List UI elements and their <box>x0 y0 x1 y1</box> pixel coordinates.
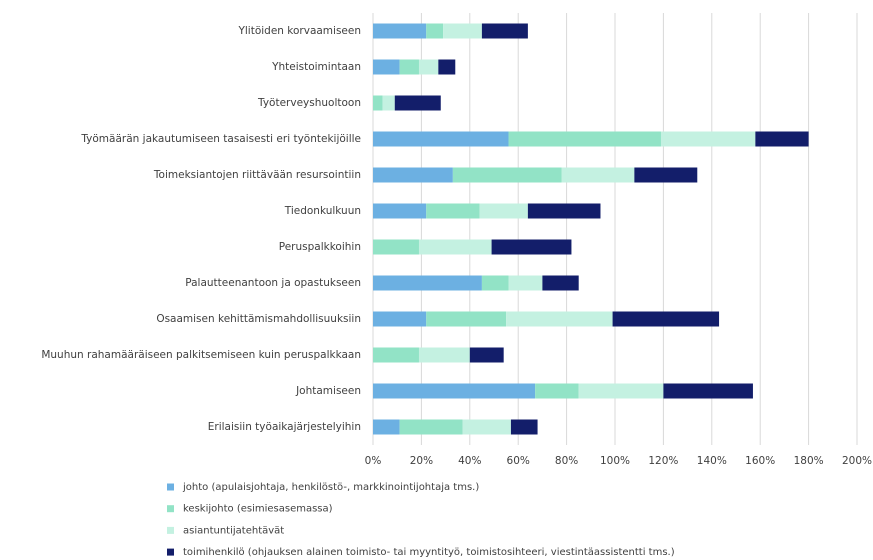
x-tick-label: 80% <box>555 455 578 467</box>
legend-swatch <box>167 505 174 513</box>
x-tick-label: 60% <box>507 455 530 467</box>
y-tick-label: Ylitöiden korvaamiseen <box>237 25 361 37</box>
bar-segment <box>755 131 809 147</box>
x-tick-label: 140% <box>697 455 727 467</box>
bar-segment <box>452 167 562 183</box>
bar-segment <box>418 59 439 75</box>
bar-segment <box>535 383 579 399</box>
legend-label: johto (apulaisjohtaja, henkilöstö-, mark… <box>182 482 479 493</box>
bar-segment <box>612 311 720 327</box>
bar-segment <box>373 59 400 75</box>
x-tick-label: 120% <box>648 455 678 467</box>
bar-segment <box>373 23 427 39</box>
bar-segment <box>373 203 427 219</box>
bar-segment <box>491 239 572 255</box>
bar-segment <box>634 167 698 183</box>
bar-segment <box>373 311 427 327</box>
bar-segment <box>479 203 528 219</box>
legend-label: toimihenkilö (ohjauksen alainen toimisto… <box>183 547 675 558</box>
bar-segment <box>663 383 753 399</box>
bar-segment <box>394 95 441 111</box>
bar-segment <box>373 419 400 435</box>
x-tick-label: 40% <box>458 455 481 467</box>
bar-segment <box>373 167 453 183</box>
bar-segment <box>506 311 613 327</box>
bar-segment <box>418 347 470 363</box>
bar-segment <box>373 131 509 147</box>
y-tick-label: Työterveyshuoltoon <box>257 97 361 109</box>
bar-segment <box>426 203 480 219</box>
bar-segment <box>578 383 664 399</box>
bar-segment <box>438 59 456 75</box>
legend-swatch <box>167 483 174 491</box>
bar-segment <box>462 419 511 435</box>
y-tick-label: Johtamiseen <box>295 385 361 397</box>
x-tick-label: 20% <box>410 455 433 467</box>
bar-segment <box>399 59 419 75</box>
bar-segment <box>418 239 492 255</box>
y-tick-label: Erilaisiin työaikajärjestelyihin <box>208 421 361 433</box>
bar-segment <box>373 239 419 255</box>
legend-label: keskijohto (esimiesasemassa) <box>183 504 333 515</box>
bar-segment <box>481 275 509 291</box>
x-tick-label: 200% <box>842 455 872 467</box>
y-tick-label: Työmäärän jakautumiseen tasaisesti eri t… <box>80 133 361 145</box>
y-tick-label: Peruspalkkoihin <box>279 241 361 253</box>
y-tick-label: Toimeksiantojen riittävään resursointiin <box>153 169 361 181</box>
legend-label: asiantuntijatehtävät <box>183 525 284 536</box>
bar-segment <box>373 383 536 399</box>
legend-swatch <box>167 526 174 534</box>
bar-segment <box>510 419 538 435</box>
bar-segment <box>481 23 528 39</box>
x-tick-label: 180% <box>794 455 824 467</box>
x-tick-label: 100% <box>600 455 630 467</box>
y-tick-label: Palautteenantoon ja opastukseen <box>185 277 361 289</box>
bar-segment <box>508 131 661 147</box>
legend-swatch <box>167 548 174 556</box>
bar-segment <box>443 23 482 39</box>
bar-segment <box>373 347 419 363</box>
y-tick-label: Osaamisen kehittämismahdollisuuksiin <box>156 313 361 325</box>
bar-segment <box>373 275 482 291</box>
bar-segment <box>373 95 383 111</box>
bar-segment <box>426 311 507 327</box>
bar-segment <box>382 95 395 111</box>
bar-segment <box>542 275 579 291</box>
bar-segment <box>508 275 543 291</box>
y-tick-label: Muuhun rahamääräiseen palkitsemiseen kui… <box>41 349 361 361</box>
bar-segment <box>561 167 635 183</box>
bar-segment <box>399 419 463 435</box>
x-tick-label: 0% <box>365 455 382 467</box>
bar-segment <box>426 23 444 39</box>
bar-segment <box>469 347 504 363</box>
x-tick-label: 160% <box>745 455 775 467</box>
y-tick-label: Yhteistoimintaan <box>271 61 361 73</box>
bar-segment <box>527 203 601 219</box>
bar-segment <box>660 131 756 147</box>
y-tick-label: Tiedonkulkuun <box>284 205 361 217</box>
